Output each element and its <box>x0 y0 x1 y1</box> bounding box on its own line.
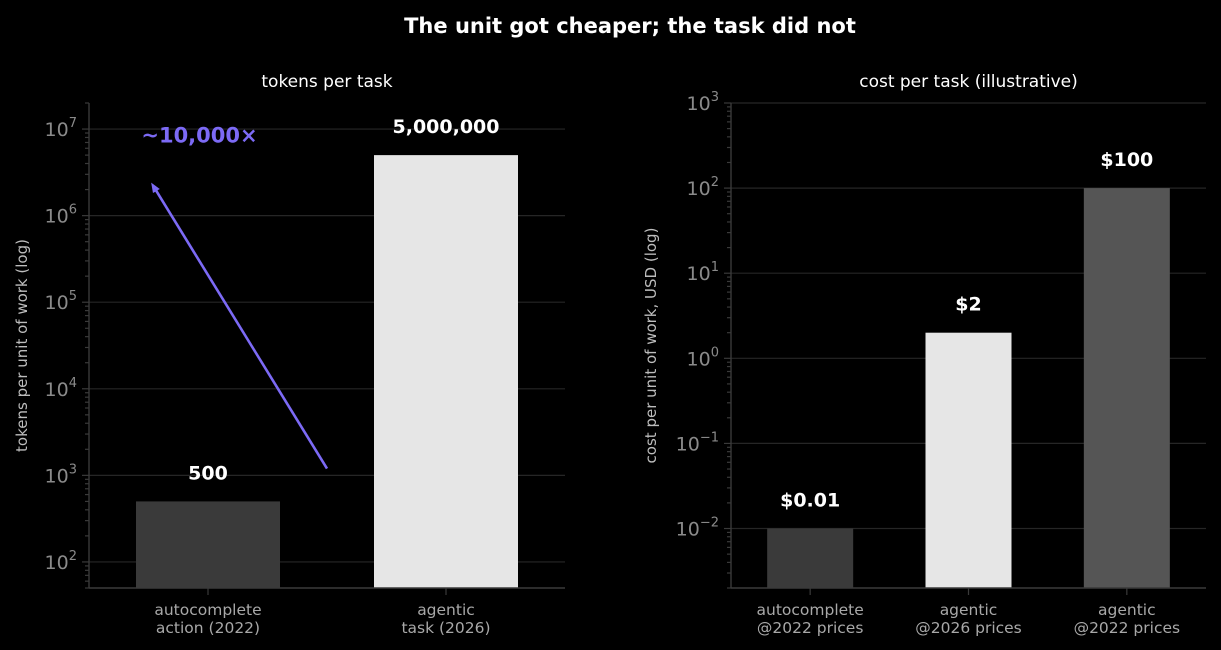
y-tick-label: 105 <box>45 289 77 314</box>
y-tick-label: 101 <box>687 260 719 285</box>
y-axis-label: tokens per unit of work (log) <box>13 239 31 452</box>
bar-value-label: $0.01 <box>780 490 840 512</box>
bar-value-label: $100 <box>1100 149 1153 171</box>
bar <box>1083 188 1170 589</box>
figure-suptitle: The unit got cheaper; the task did not <box>404 14 856 38</box>
y-tick-label: 10−2 <box>676 516 719 541</box>
chart-title: cost per task (illustrative) <box>859 72 1078 92</box>
y-tick-label: 10−1 <box>676 430 719 455</box>
y-tick-label: 106 <box>45 203 77 228</box>
chart-cost-per-task: cost per task (illustrative) cost per uni… <box>642 72 1206 637</box>
y-tick-label: 100 <box>687 345 719 370</box>
bar <box>767 528 854 588</box>
bar <box>136 501 280 588</box>
y-tick-label: 102 <box>45 549 77 574</box>
x-tick-label: agentic @2022 prices <box>1074 601 1181 637</box>
bar <box>925 332 1012 588</box>
annotation-label: ~10,000× <box>141 123 257 147</box>
y-tick-label: 103 <box>45 462 77 487</box>
y-axis-label: cost per unit of work, USD (log) <box>642 228 660 464</box>
x-tick-label: autocomplete @2022 prices <box>757 601 864 637</box>
bar-value-label: $2 <box>955 294 981 316</box>
annotation-arrow <box>151 182 329 470</box>
x-tick-label: agentic task (2026) <box>401 601 490 637</box>
bar-value-label: 500 <box>188 462 228 484</box>
x-tick-label: autocomplete action (2022) <box>154 601 261 637</box>
bar-value-label: 5,000,000 <box>393 116 500 138</box>
y-tick-label: 107 <box>45 116 77 141</box>
x-tick-label: agentic @2026 prices <box>915 601 1022 637</box>
y-tick-label: 104 <box>45 376 77 401</box>
y-tick-label: 103 <box>687 90 719 115</box>
chart-tokens-per-task: tokens per task tokens per unit of work (… <box>13 72 565 637</box>
bar <box>374 155 518 588</box>
chart-title: tokens per task <box>261 72 392 92</box>
y-tick-label: 102 <box>687 175 719 200</box>
